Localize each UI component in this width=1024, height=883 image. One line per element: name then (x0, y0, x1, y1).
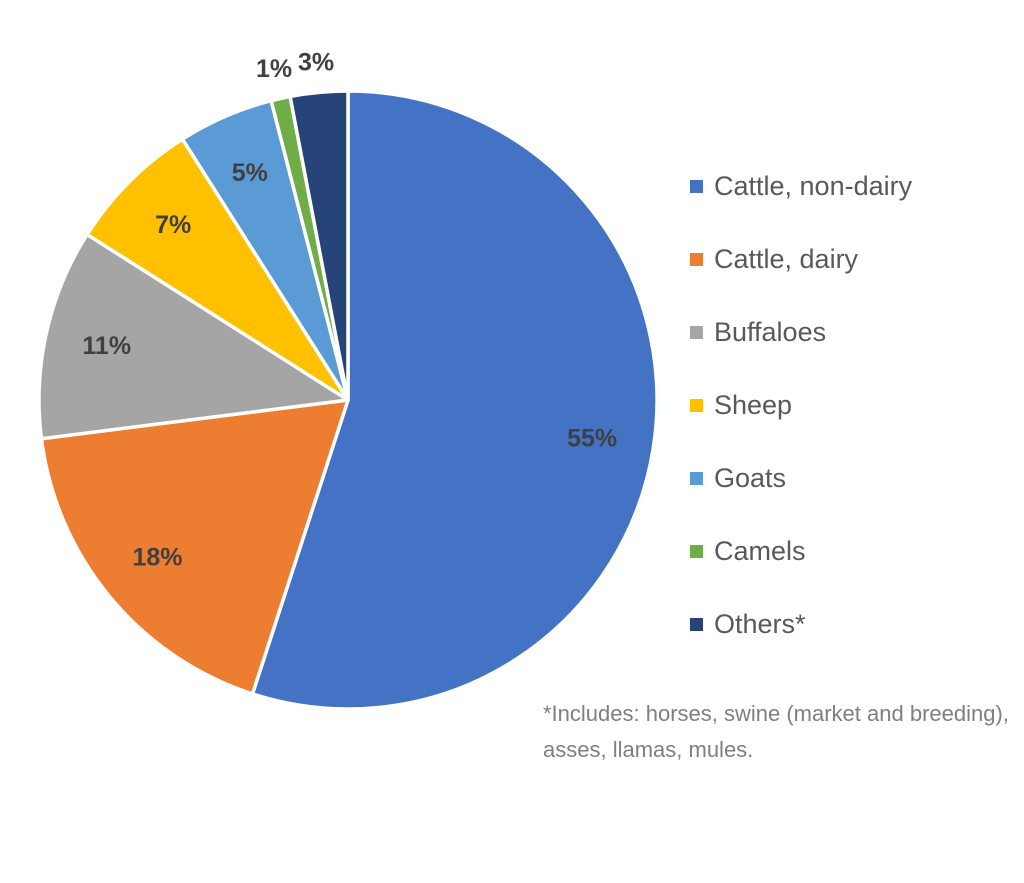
legend-swatch (690, 326, 703, 339)
pie-slice-sheep (85, 137, 350, 402)
data-label: 11% (82, 332, 131, 360)
legend-item: Cattle, dairy (690, 223, 858, 296)
data-label: 3% (298, 49, 334, 77)
data-label: 7% (155, 211, 191, 239)
data-label: 5% (232, 159, 268, 187)
legend-swatch (690, 472, 703, 485)
legend-item: Cattle, non-dairy (690, 150, 912, 223)
legend-label: Camels (714, 536, 806, 566)
data-label: 1% (256, 55, 292, 83)
legend-label: Sheep (714, 390, 793, 420)
pie-slice-cattle-dairy (39, 398, 350, 696)
legend-swatch (690, 618, 703, 631)
pie-slice-others (288, 89, 350, 402)
data-label: 55% (567, 425, 617, 453)
legend-label: Cattle, non-dairy (714, 171, 913, 201)
data-label: 18% (133, 544, 183, 572)
legend-item: Others* (690, 588, 806, 661)
pie-slice-cattle-non-dairy (250, 89, 659, 711)
legend-label: Buffaloes (714, 317, 827, 347)
legend-item: Sheep (690, 369, 792, 442)
legend-swatch (690, 253, 703, 266)
legend-swatch (690, 399, 703, 412)
legend-label: Others* (714, 609, 806, 639)
legend-item: Goats (690, 442, 786, 515)
legend-item: Buffaloes (690, 296, 826, 369)
pie-slice-buffaloes (37, 232, 350, 441)
legend-swatch (690, 180, 703, 193)
legend-swatch (690, 545, 703, 558)
legend-label: Goats (714, 463, 787, 493)
legend-label: Cattle, dairy (714, 244, 859, 274)
legend-item: Camels (690, 515, 806, 588)
footnote: *Includes: horses, swine (market and bre… (543, 701, 1009, 762)
